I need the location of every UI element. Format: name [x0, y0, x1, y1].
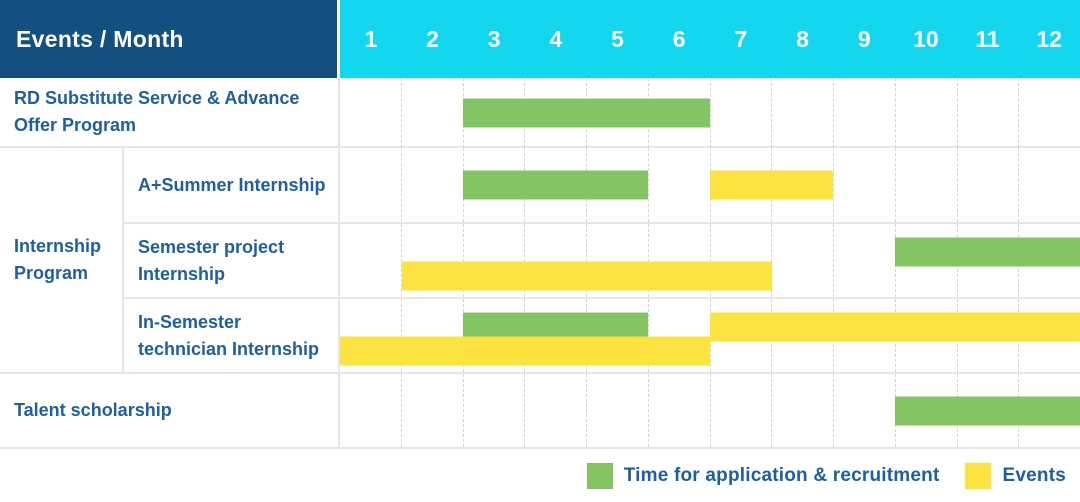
gantt-row-grid [340, 374, 1080, 447]
gantt-bar-yellow [401, 261, 772, 291]
green-swatch-icon [586, 462, 613, 489]
month-grid-cell [586, 374, 648, 447]
legend: Time for application & recruitment Event… [0, 449, 1080, 502]
gantt-row-grid [340, 78, 1080, 148]
month-label-3: 3 [487, 25, 501, 52]
legend-item-application-recruitment: Time for application & recruitment [586, 462, 940, 489]
month-grid-cell [524, 374, 586, 447]
month-grid-cell [833, 78, 895, 148]
month-label-9: 9 [857, 25, 871, 52]
month-label-5: 5 [611, 25, 624, 52]
month-grid-cell [771, 224, 833, 297]
month-grid-cell [1018, 148, 1080, 222]
group-rows: A+Summer Internship Semester project Int… [124, 148, 1080, 372]
month-label-7: 7 [734, 25, 748, 52]
events-month-header-cell: Events / Month [0, 0, 337, 78]
month-grid-cell [894, 78, 957, 148]
gantt-bar-yellow [710, 312, 1080, 342]
month-grid-cell [709, 224, 772, 297]
legend-label: Events [1002, 464, 1066, 486]
month-label-6: 6 [672, 25, 686, 52]
month-grid-cell [647, 224, 710, 297]
table-row: Semester project Internship [124, 224, 1080, 299]
gantt-row-grid [340, 224, 1080, 297]
month-grid-cell [400, 148, 463, 222]
row-label-in-semester-technician-internship: In-Semester technician Internship [124, 299, 340, 372]
month-grid-cell [1018, 78, 1080, 148]
month-grid-cell [340, 78, 401, 148]
month-grid-cell [340, 224, 401, 297]
month-grid-cell [647, 374, 710, 447]
month-grid-cell [340, 374, 401, 447]
table-header: Events / Month 1 2 3 4 5 6 7 8 9 10 11 1… [0, 0, 1080, 78]
month-grid-cell [400, 374, 463, 447]
month-grid-cell [894, 148, 957, 222]
row-label-a-summer-internship: A+Summer Internship [124, 148, 340, 222]
month-grid-cell [462, 78, 525, 148]
month-label-10: 10 [913, 25, 939, 52]
yellow-swatch-icon [965, 462, 992, 489]
gantt-row-grid [340, 299, 1080, 372]
month-grid-cell [462, 224, 525, 297]
gantt-bar-green [463, 170, 649, 200]
table-row-group-internship-program: Internship Program A+Summer Internship S… [0, 148, 1080, 374]
month-grid-cell [956, 148, 1019, 222]
gantt-bar-yellow [340, 336, 710, 366]
month-label-8: 8 [796, 25, 809, 52]
table-body: RD Substitute Service & Advance Offer Pr… [0, 78, 1080, 449]
month-grid-cell [586, 224, 648, 297]
row-label-semester-project-internship: Semester project Internship [124, 224, 340, 297]
row-label-rd-substitute: RD Substitute Service & Advance Offer Pr… [0, 78, 340, 146]
month-grid-cell [709, 78, 772, 148]
legend-item-events: Events [965, 462, 1066, 489]
month-grid-cell [400, 224, 463, 297]
month-grid-cell [462, 299, 525, 372]
month-grid-cell [709, 374, 772, 447]
months-header: 1 2 3 4 5 6 7 8 9 10 11 12 [340, 0, 1080, 78]
month-grid-cell [771, 374, 833, 447]
legend-label: Time for application & recruitment [623, 464, 940, 486]
month-label-1: 1 [364, 25, 378, 52]
month-grid-cell [709, 299, 772, 372]
month-grid-cell [400, 78, 463, 148]
table-row: In-Semester technician Internship [124, 299, 1080, 372]
month-grid-cell [647, 148, 710, 222]
month-grid-cell [462, 374, 525, 447]
table-row: RD Substitute Service & Advance Offer Pr… [0, 78, 1080, 148]
month-grid-cell [833, 224, 895, 297]
month-label-4: 4 [549, 25, 563, 52]
month-grid-cell [709, 148, 772, 222]
month-grid-cell [956, 78, 1019, 148]
month-grid-cell [833, 148, 895, 222]
month-grid-cell [833, 374, 895, 447]
month-grid-cell [771, 78, 833, 148]
gantt-row-grid [340, 148, 1080, 222]
month-grid-cell [462, 148, 525, 222]
table-row: Talent scholarship [0, 374, 1080, 447]
month-grid-cell [524, 224, 586, 297]
gantt-bar-green [895, 237, 1080, 267]
row-label-talent-scholarship: Talent scholarship [0, 374, 340, 447]
gantt-bar-green [463, 98, 710, 128]
gantt-bar-yellow [710, 170, 834, 200]
month-label-2: 2 [426, 25, 439, 52]
table-row: A+Summer Internship [124, 148, 1080, 224]
month-grid-cell [340, 148, 401, 222]
month-label-11: 11 [975, 25, 1000, 52]
group-label-internship-program: Internship Program [0, 148, 124, 372]
month-label-12: 12 [1036, 25, 1063, 52]
gantt-bar-green [895, 396, 1080, 425]
month-grid-cell [400, 299, 463, 372]
